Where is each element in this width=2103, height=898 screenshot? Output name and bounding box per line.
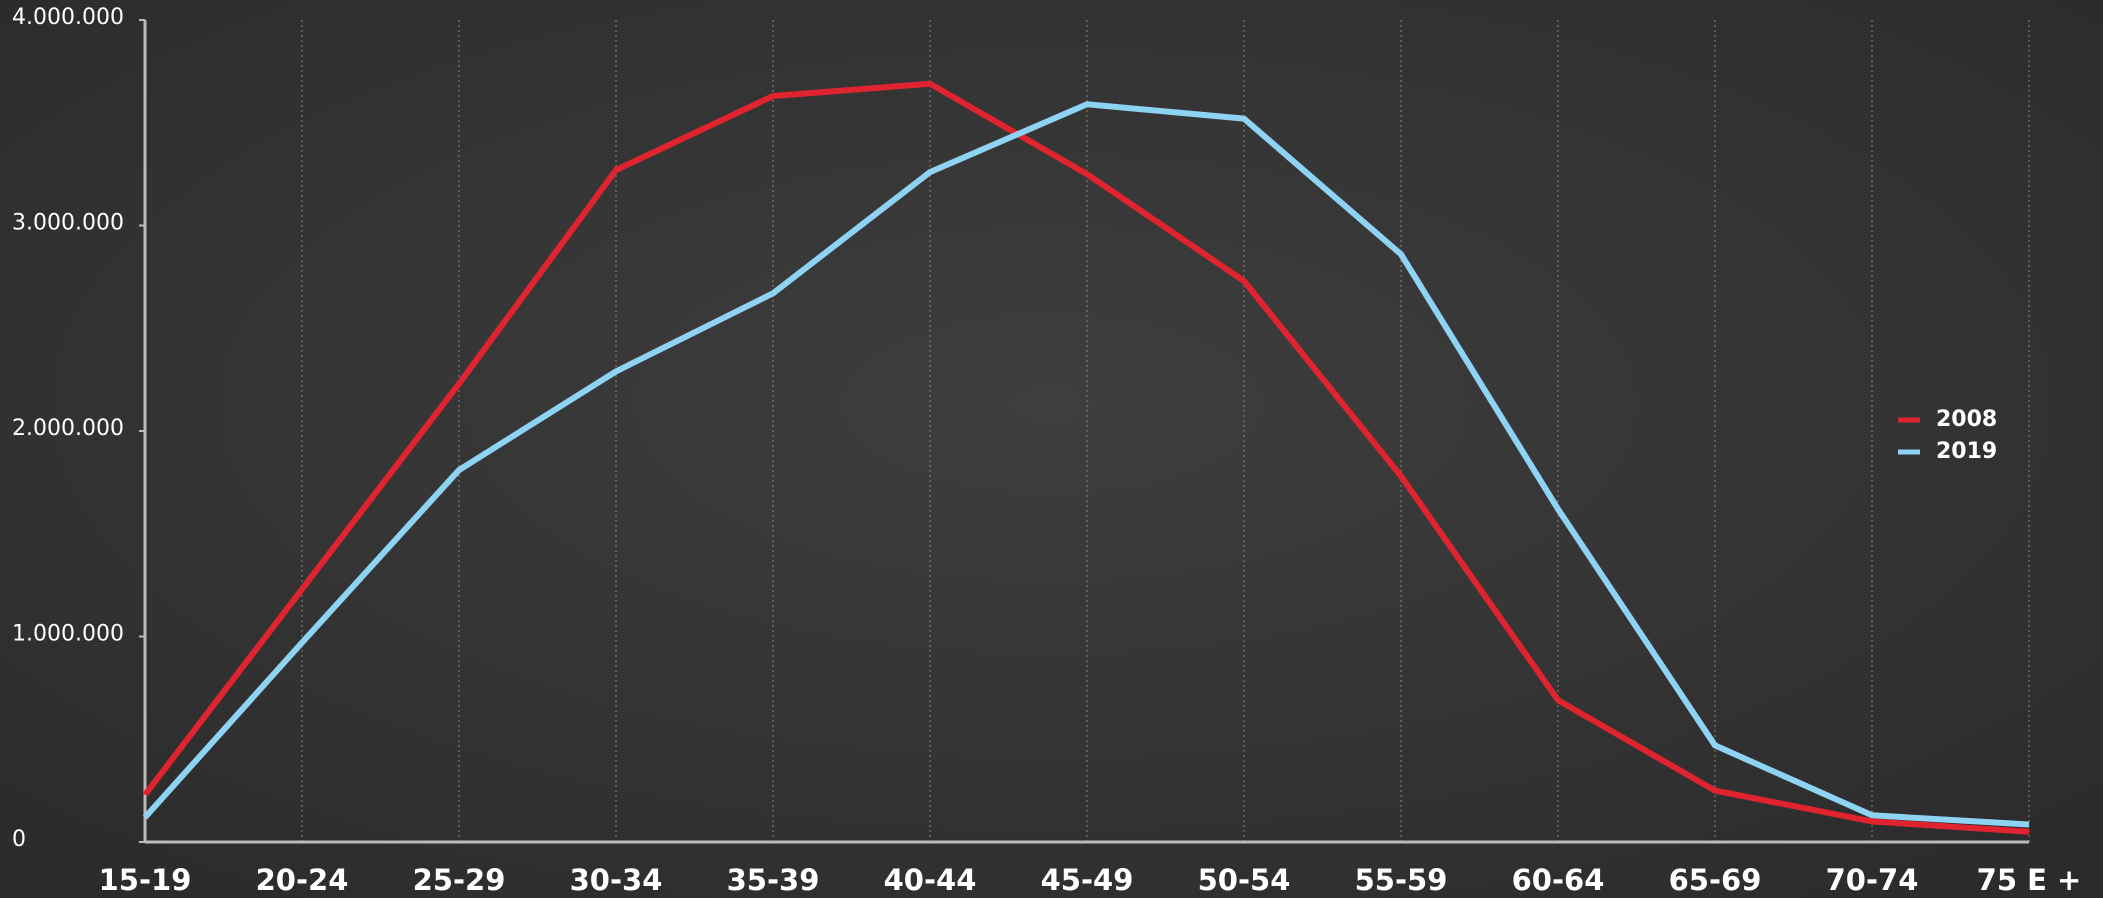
- line-series: [142, 101, 2030, 828]
- x-tick-label: 65-69: [1669, 863, 1762, 897]
- x-tick-label: 50-54: [1198, 863, 1291, 897]
- y-tick-label: 1.000.000: [12, 622, 124, 647]
- y-tick-label: 4.000.000: [12, 5, 124, 30]
- y-tick-label: 0: [12, 827, 26, 852]
- x-tick-label: 60-64: [1512, 863, 1605, 897]
- legend-label: 2019: [1936, 439, 1997, 464]
- x-tick-label: 45-49: [1041, 863, 1134, 897]
- x-tick-label: 15-19: [99, 863, 192, 897]
- x-tick-label: 35-39: [727, 863, 820, 897]
- legend-label: 2008: [1936, 407, 1997, 432]
- x-tick-label: 75 E +: [1977, 863, 2082, 897]
- x-tick-label: 40-44: [884, 863, 977, 897]
- y-tick-label: 3.000.000: [12, 211, 124, 236]
- x-tick-label: 25-29: [413, 863, 506, 897]
- y-tick-label: 2.000.000: [12, 416, 124, 441]
- line-series: [142, 80, 2030, 835]
- x-tick-label: 20-24: [256, 863, 349, 897]
- x-tick-label: 30-34: [570, 863, 663, 897]
- x-tick-label: 55-59: [1355, 863, 1448, 897]
- x-tick-label: 70-74: [1826, 863, 1919, 897]
